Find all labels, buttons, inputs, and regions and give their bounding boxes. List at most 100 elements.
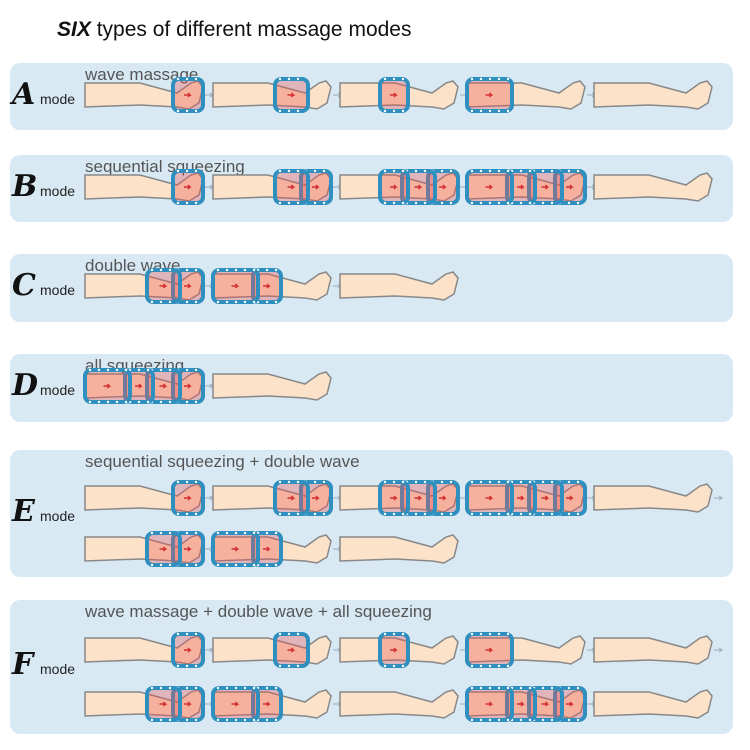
- cuff-dot: [392, 633, 396, 636]
- leg-outline: [212, 371, 332, 401]
- cuff-dot: [168, 563, 172, 566]
- pressure-arrow: [184, 283, 192, 289]
- cuff-dot: [225, 563, 229, 566]
- cuff-dot: [576, 512, 580, 515]
- pressure-arrow: [231, 545, 240, 552]
- cuff-dot: [392, 665, 396, 668]
- cuff-dot: [185, 400, 189, 404]
- leg-outline: [339, 271, 459, 301]
- cuff-dot: [274, 268, 278, 272]
- cuff-dot: [519, 480, 523, 483]
- cuff-dot: [383, 512, 387, 515]
- cuff-dot: [225, 531, 229, 534]
- cuff-dot: [392, 480, 396, 483]
- leg-diagram: [212, 371, 332, 401]
- cuff-calf: [145, 685, 182, 722]
- cuff-dot: [296, 665, 300, 668]
- pressure-arrow: [135, 383, 143, 389]
- leg-diagram: [339, 533, 459, 564]
- leg-outline: [339, 635, 459, 666]
- cuff-dot: [550, 512, 554, 515]
- cuff-dot: [423, 480, 427, 483]
- cuff-dot: [392, 169, 396, 172]
- leg: [593, 171, 713, 202]
- cuff-calf: [400, 479, 437, 516]
- cuff-dot: [176, 665, 180, 668]
- leg: [339, 479, 460, 516]
- cuff-dot: [194, 109, 198, 112]
- cuff-dot: [185, 563, 189, 566]
- pressure-arrow: [231, 701, 240, 707]
- cuff-dot: [194, 686, 198, 690]
- leg: [212, 76, 332, 113]
- cuff-dot: [322, 512, 326, 515]
- leg: [465, 685, 587, 722]
- leg-diagram: [339, 688, 470, 719]
- pressure-arrow: [439, 495, 447, 501]
- mode-label: mode: [40, 661, 76, 677]
- cuff-dot: [488, 718, 492, 722]
- cuff-dot: [506, 169, 510, 172]
- cuff-dot: [150, 268, 154, 272]
- leg-diagram: [339, 271, 459, 301]
- cuff-dot: [449, 169, 453, 172]
- cuff-dot: [243, 563, 247, 566]
- cuff-dot: [265, 300, 269, 304]
- cuff-dot: [225, 268, 229, 272]
- pressure-arrow: [159, 383, 168, 389]
- mode-caption: sequential squeezing + double wave: [85, 452, 360, 471]
- cuff-dot: [287, 109, 291, 112]
- cuff-dot: [506, 109, 510, 112]
- cuff-dot: [576, 201, 580, 204]
- cuff-dot: [194, 563, 198, 566]
- cuff-dot: [550, 169, 554, 172]
- cuff-dot: [159, 368, 163, 372]
- cuff-dot: [479, 77, 483, 80]
- cuff-dot: [401, 512, 405, 515]
- next-arrow-icon: [714, 647, 724, 653]
- cuff-dot: [106, 368, 110, 372]
- cuff-dot: [313, 169, 317, 172]
- cuff-calf: [527, 168, 564, 205]
- cuff-dot: [194, 300, 198, 304]
- pressure-arrow: [517, 183, 525, 190]
- leg-diagram: [211, 685, 343, 722]
- cuff-calf: [145, 268, 182, 304]
- cuff-dot: [470, 512, 474, 515]
- title-emphasis: SIX: [57, 18, 91, 41]
- cuff-dot: [519, 686, 523, 690]
- leg-diagram: [339, 168, 470, 205]
- mode-caption: wave massage + double wave + all squeezi…: [85, 602, 432, 621]
- cuff-dot: [497, 686, 501, 690]
- leg-diagram: [211, 530, 343, 567]
- cuff-dot: [401, 480, 405, 483]
- cuff-dot: [488, 686, 492, 690]
- cuff-dot: [168, 686, 172, 690]
- leg-diagram: [84, 168, 215, 205]
- leg-diagram: [212, 168, 343, 205]
- cuff-dot: [519, 169, 523, 172]
- leg: [212, 371, 332, 401]
- cuff-dot: [296, 480, 300, 483]
- pressure-arrow: [184, 183, 192, 190]
- cuff-dot: [243, 718, 247, 722]
- cuff-dot: [528, 201, 532, 204]
- leg-outline: [339, 688, 459, 719]
- cuff-dot: [150, 718, 154, 722]
- cuff-dot: [506, 512, 510, 515]
- leg-outline: [212, 79, 332, 110]
- cuff-dot: [479, 665, 483, 668]
- leg-outline: [339, 79, 459, 110]
- pressure-arrow: [566, 495, 574, 501]
- leg-diagram: [465, 479, 597, 516]
- cuff-dot: [528, 718, 532, 722]
- leg-diagram: [83, 368, 215, 404]
- cuff-dot: [488, 665, 492, 668]
- cuff-dot: [150, 563, 154, 566]
- cuff-dot: [449, 512, 453, 515]
- cuff-dot: [470, 109, 474, 112]
- cuff-dot: [252, 563, 256, 566]
- pressure-arrow: [485, 183, 494, 190]
